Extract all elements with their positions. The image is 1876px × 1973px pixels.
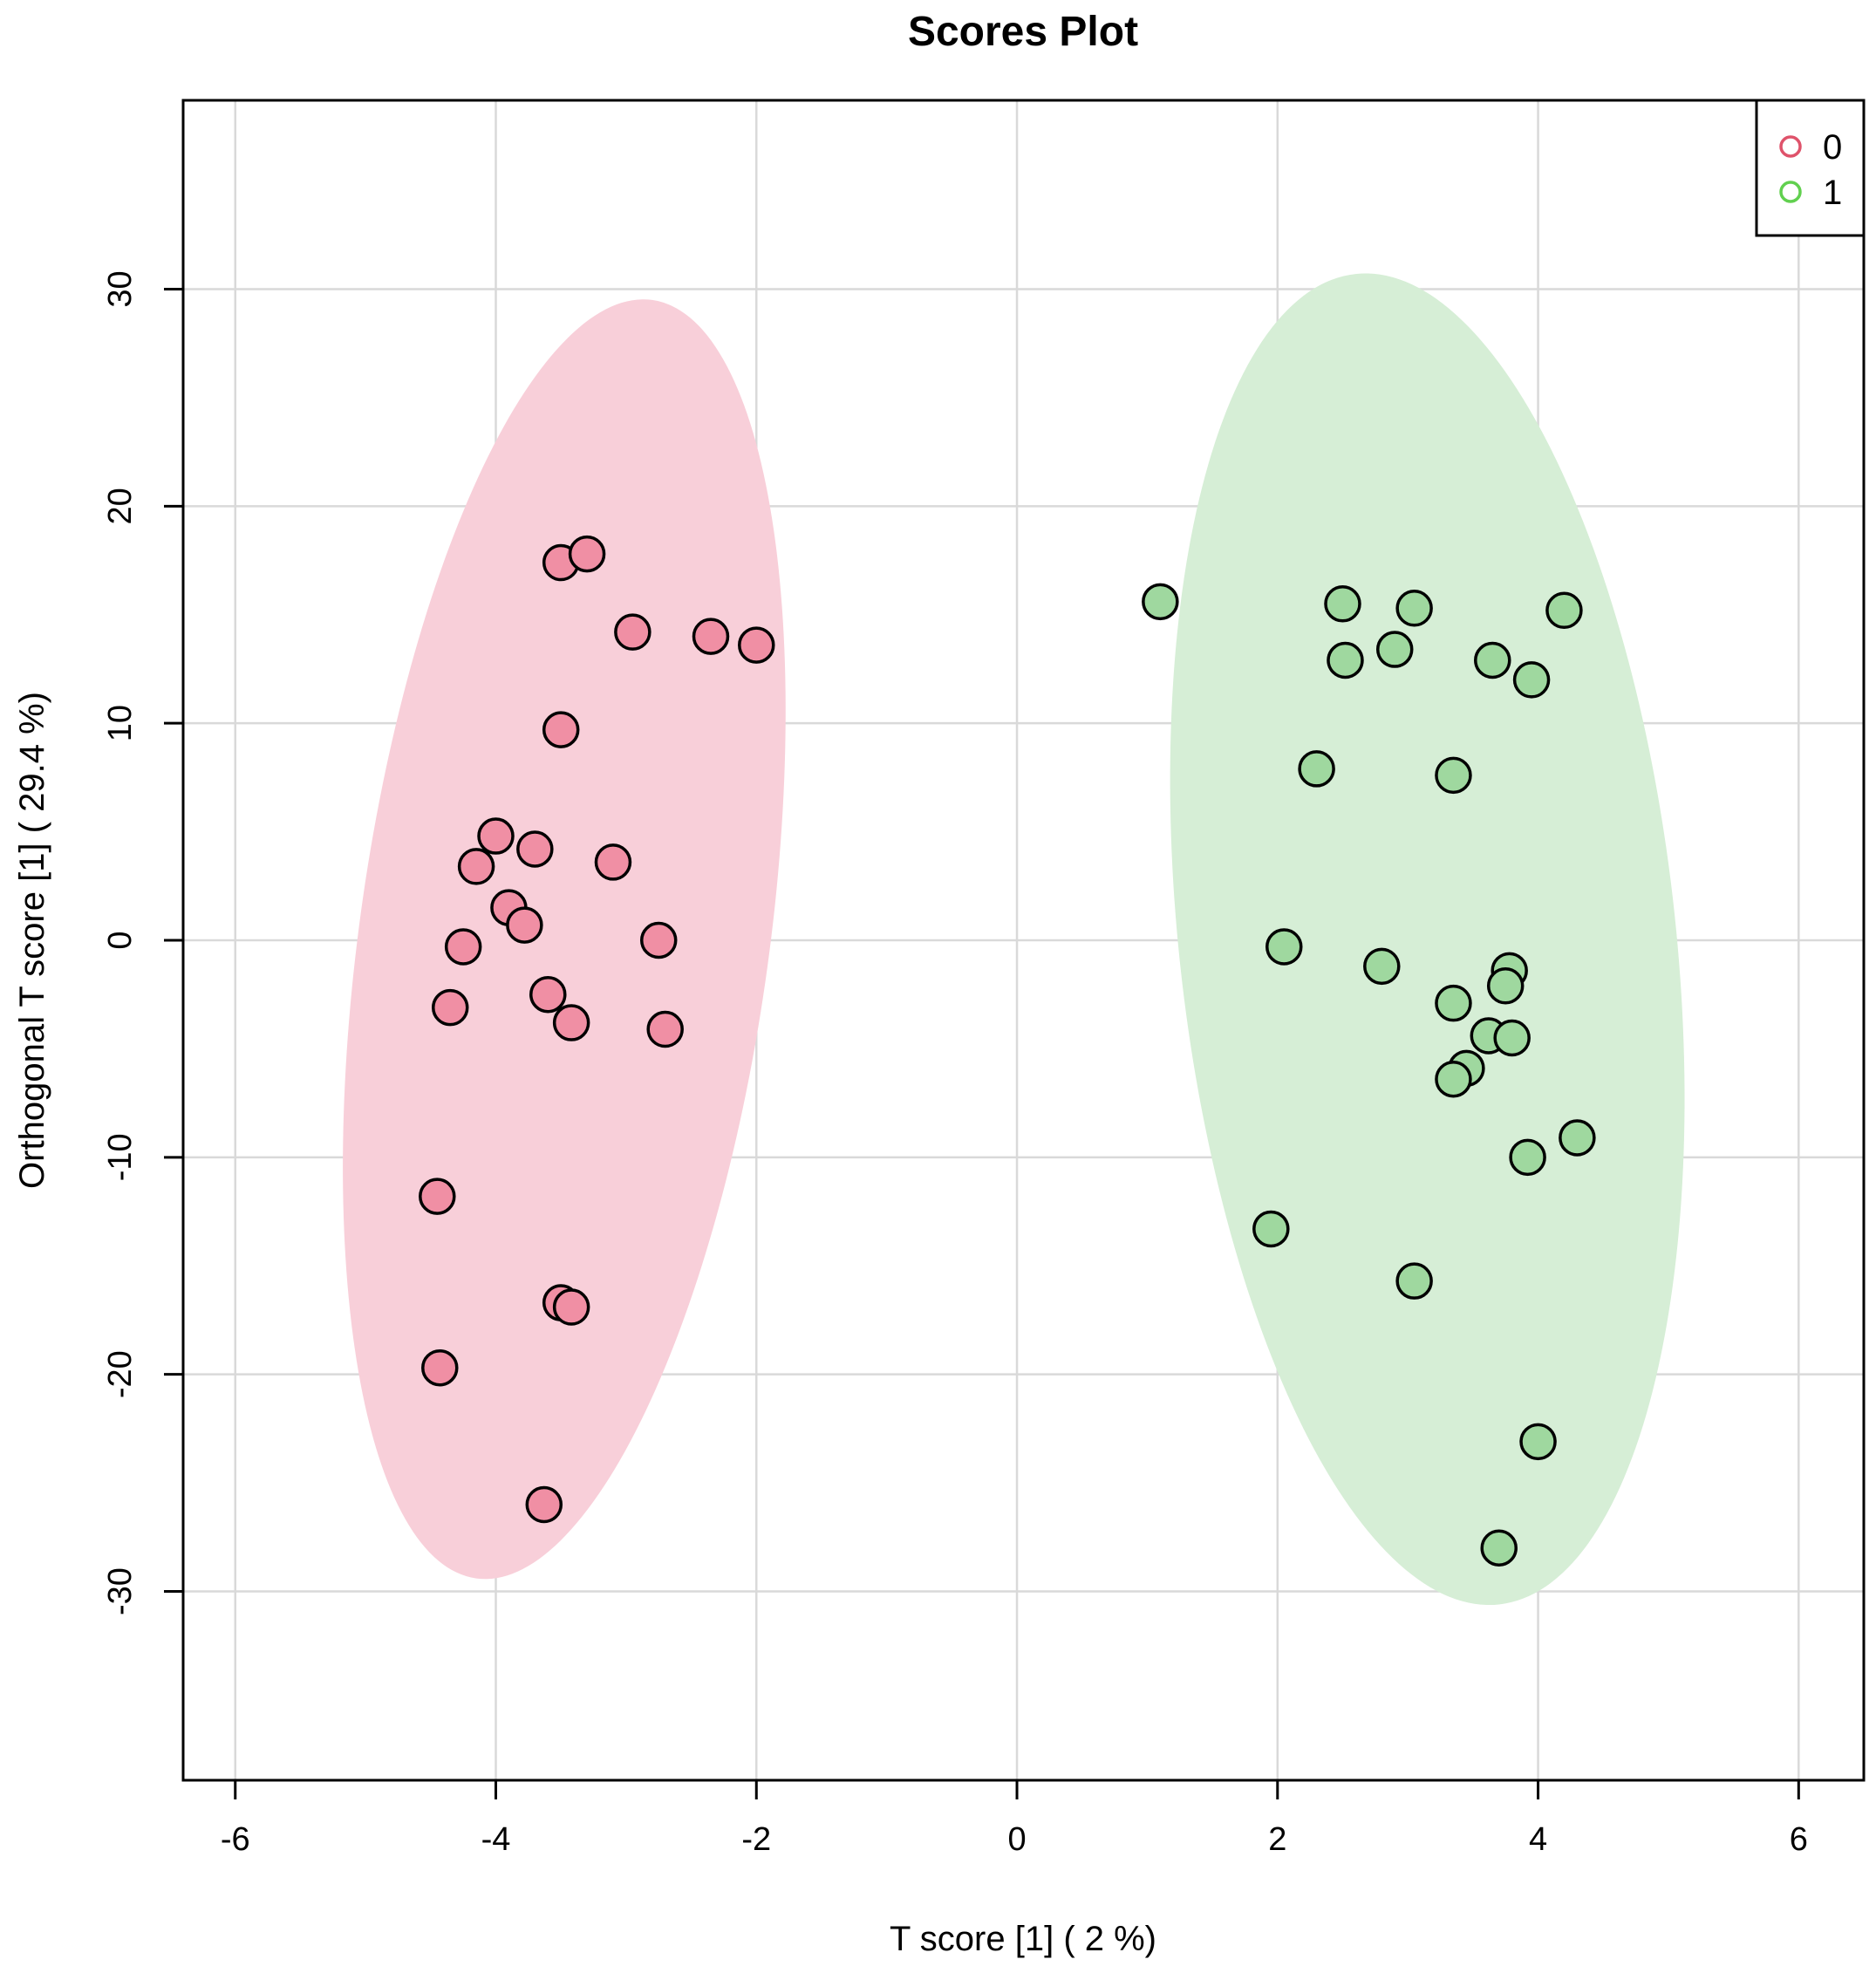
data-point-group-0 bbox=[568, 535, 606, 573]
data-point-group-1 bbox=[1435, 1061, 1472, 1098]
data-point-group-1 bbox=[1395, 1262, 1433, 1300]
data-point-group-0 bbox=[444, 928, 482, 966]
data-point-group-1 bbox=[1519, 1423, 1557, 1461]
data-point-group-1 bbox=[1559, 1119, 1596, 1157]
x-axis: -6 -4 -2 0 2 4 6 bbox=[221, 1780, 1808, 1858]
confidence-ellipse-1 bbox=[1170, 273, 1685, 1606]
data-point-group-0 bbox=[529, 975, 567, 1014]
data-point-group-0 bbox=[552, 1004, 590, 1041]
data-point-group-1 bbox=[1509, 1138, 1546, 1177]
x-tick-label: 4 bbox=[1529, 1821, 1547, 1858]
data-point-group-0 bbox=[431, 988, 469, 1027]
x-axis-label: T score [1] ( 2 %) bbox=[890, 1920, 1156, 1958]
data-points bbox=[419, 535, 1596, 1567]
y-tick-label: -20 bbox=[102, 1350, 139, 1398]
data-point-group-0 bbox=[552, 1288, 590, 1326]
data-point-group-0 bbox=[738, 626, 775, 664]
y-tick-label: 20 bbox=[102, 488, 139, 524]
data-point-group-0 bbox=[639, 921, 678, 959]
confidence-ellipse-0 bbox=[343, 299, 786, 1580]
data-point-group-0 bbox=[594, 843, 632, 881]
data-point-group-1 bbox=[1298, 750, 1335, 788]
legend-box bbox=[1755, 99, 1866, 237]
legend-marker-0 bbox=[1779, 135, 1802, 158]
data-point-group-0 bbox=[692, 618, 730, 655]
data-point-group-1 bbox=[1474, 641, 1511, 679]
data-point-group-1 bbox=[1435, 984, 1472, 1022]
data-point-group-1 bbox=[1395, 590, 1433, 627]
data-point-group-0 bbox=[614, 613, 651, 651]
y-tick-label: 30 bbox=[102, 270, 139, 307]
y-tick-label: -10 bbox=[102, 1133, 139, 1181]
data-point-group-1 bbox=[1142, 583, 1179, 621]
chart-title: Scores Plot bbox=[908, 9, 1138, 55]
data-point-group-1 bbox=[1327, 641, 1364, 679]
data-point-group-1 bbox=[1493, 1019, 1531, 1057]
y-tick-label: -30 bbox=[102, 1567, 139, 1615]
data-point-group-1 bbox=[1252, 1210, 1290, 1248]
data-point-group-1 bbox=[1545, 591, 1583, 630]
data-point-group-1 bbox=[1435, 756, 1472, 795]
data-point-group-0 bbox=[525, 1485, 563, 1524]
legend-marker-1 bbox=[1779, 181, 1802, 203]
data-point-group-0 bbox=[516, 830, 554, 868]
data-point-group-0 bbox=[542, 711, 580, 748]
data-point-group-0 bbox=[646, 1010, 684, 1048]
x-tick-label: 2 bbox=[1268, 1821, 1286, 1858]
legend-label-0: 0 bbox=[1823, 128, 1842, 167]
legend: 0 1 bbox=[1755, 99, 1866, 237]
data-point-group-0 bbox=[477, 817, 515, 855]
x-tick-label: 6 bbox=[1790, 1821, 1808, 1858]
x-tick-label: -6 bbox=[221, 1821, 250, 1858]
y-axis: 30 20 10 0 -10 -20 -30 bbox=[102, 270, 183, 1615]
data-point-group-1 bbox=[1265, 928, 1303, 966]
data-point-group-0 bbox=[419, 1178, 456, 1215]
data-point-group-1 bbox=[1363, 947, 1401, 986]
data-point-group-1 bbox=[1486, 967, 1525, 1005]
data-point-group-1 bbox=[1324, 585, 1361, 623]
data-point-group-0 bbox=[506, 906, 543, 944]
data-point-group-0 bbox=[457, 848, 495, 885]
y-tick-label: 10 bbox=[102, 705, 139, 741]
y-tick-label: 0 bbox=[102, 931, 139, 949]
data-point-group-1 bbox=[1375, 631, 1414, 668]
data-point-group-1 bbox=[1480, 1529, 1518, 1567]
data-point-group-0 bbox=[421, 1348, 459, 1387]
legend-label-1: 1 bbox=[1823, 174, 1842, 212]
x-tick-label: 0 bbox=[1007, 1821, 1026, 1858]
data-point-group-1 bbox=[1512, 661, 1551, 699]
x-tick-label: -2 bbox=[741, 1821, 771, 1858]
x-tick-label: -4 bbox=[481, 1821, 511, 1858]
y-axis-label: Orthogonal T score [1] ( 29.4 %) bbox=[13, 692, 51, 1189]
